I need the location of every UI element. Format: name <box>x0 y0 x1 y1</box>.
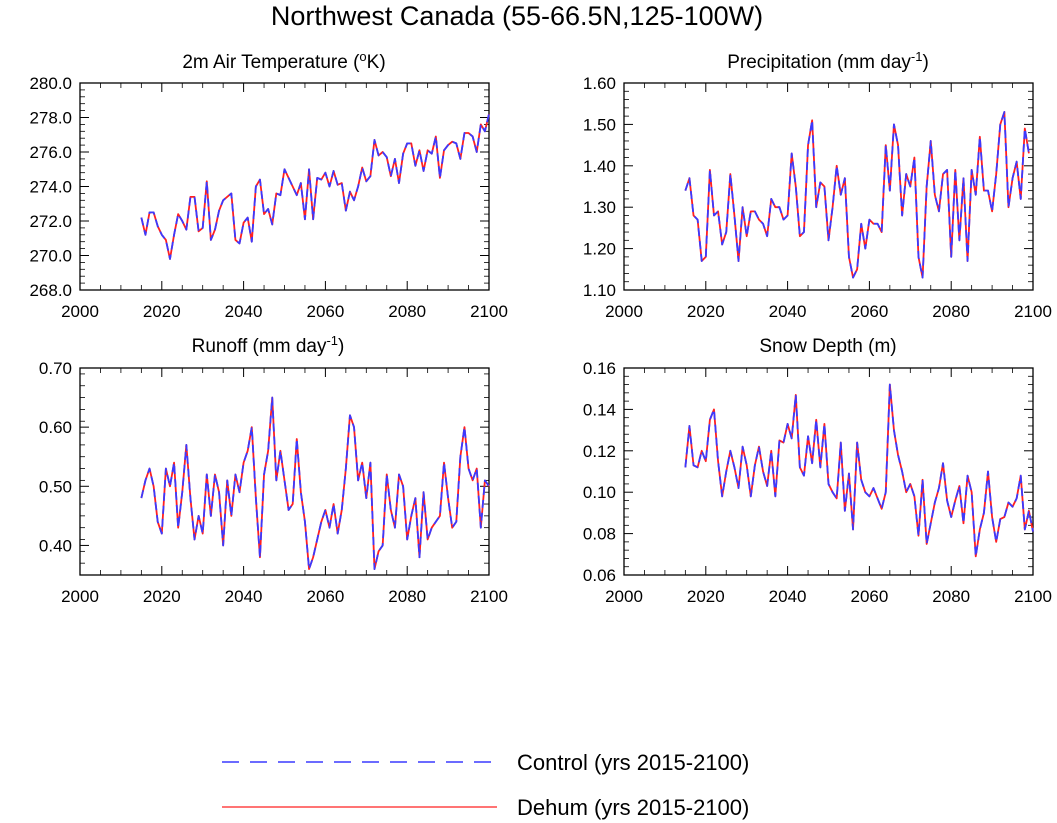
legend: Control (yrs 2015-2100) Dehum (yrs 2015-… <box>222 750 749 820</box>
x-tick-label: 2080 <box>932 587 970 606</box>
panel-title: Snow Depth (m) <box>759 336 896 357</box>
panel-runoff: Runoff (mm day-1) 2000 2020 2040 2060 2080 210… <box>39 333 508 606</box>
y-tick-label: 0.14 <box>583 400 616 419</box>
y-tick-label: 0.12 <box>583 442 616 461</box>
series-line-dehum <box>684 383 1034 558</box>
y-tick-label: 1.40 <box>583 157 616 176</box>
x-tick-label: 2080 <box>932 302 970 321</box>
x-tick-label: 2080 <box>388 587 426 606</box>
panel-title: Runoff (mm day-1) <box>192 333 345 357</box>
panel-title-suffix: ) <box>338 336 344 357</box>
x-tick-label: 2100 <box>1014 302 1052 321</box>
y-tick-label: 0.60 <box>39 418 72 437</box>
y-tick-label: 1.50 <box>583 115 616 134</box>
y-tick-label: 0.10 <box>583 483 616 502</box>
panel-snow-depth: Snow Depth (m) 2000 2020 2040 2060 2080 2100 0.… <box>583 336 1052 606</box>
y-tick-label: 0.70 <box>39 359 72 378</box>
panel-title-suffix: ) <box>922 52 928 73</box>
y-tick-label: 0.08 <box>583 525 616 544</box>
y-tick-label: 0.50 <box>39 477 72 496</box>
x-tick-label: 2060 <box>306 587 344 606</box>
series-line-control <box>684 111 1030 279</box>
x-tick-label: 2020 <box>143 302 181 321</box>
y-tick-label: 0.16 <box>583 359 616 378</box>
y-tick-label: 1.20 <box>583 240 616 259</box>
x-tick-label: 2100 <box>470 587 508 606</box>
y-tick-label: 278.0 <box>29 109 72 128</box>
x-tick-label: 2040 <box>225 302 263 321</box>
y-tick-label: 1.10 <box>583 281 616 300</box>
plot-frame <box>79 367 490 576</box>
x-tick-label: 2040 <box>225 587 263 606</box>
legend-label-dehum: Dehum (yrs 2015-2100) <box>517 795 749 820</box>
x-tick-label: 2080 <box>388 302 426 321</box>
series-line-control <box>140 113 490 260</box>
x-tick-label: 2000 <box>61 302 99 321</box>
plot-frame <box>79 82 490 291</box>
panel-air-temperature: 2m Air Temperature (oK) 2000 2020 2040 2060 2… <box>29 49 507 321</box>
y-tick-label: 270.0 <box>29 247 72 266</box>
y-tick-label: 272.0 <box>29 212 72 231</box>
x-tick-label: 2020 <box>143 587 181 606</box>
panel-title-superscript: o <box>359 49 366 64</box>
x-tick-label: 2060 <box>850 587 888 606</box>
series-line-dehum <box>140 396 490 570</box>
x-tick-label: 2020 <box>687 302 725 321</box>
panel-precipitation: Precipitation (mm day-1) 2000 2020 2040 2060… <box>583 49 1052 321</box>
x-tick-label: 2060 <box>850 302 888 321</box>
x-tick-label: 2040 <box>769 587 807 606</box>
y-tick-label: 1.60 <box>583 74 616 93</box>
x-tick-label: 2100 <box>1014 587 1052 606</box>
x-tick-label: 2100 <box>470 302 508 321</box>
y-tick-label: 276.0 <box>29 143 72 162</box>
x-tick-label: 2000 <box>605 302 643 321</box>
panel-title: 2m Air Temperature (oK) <box>182 49 385 73</box>
y-tick-label: 0.40 <box>39 536 72 555</box>
x-tick-label: 2040 <box>769 302 807 321</box>
y-tick-label: 1.30 <box>583 198 616 217</box>
y-tick-label: 268.0 <box>29 281 72 300</box>
series-line-dehum <box>684 111 1030 279</box>
y-tick-label: 0.06 <box>583 566 616 585</box>
y-tick-label: 274.0 <box>29 178 72 197</box>
panel-title: Precipitation (mm day-1) <box>727 49 929 73</box>
series-line-dehum <box>140 113 490 260</box>
panel-title-superscript: -1 <box>326 333 338 348</box>
y-tick-label: 280.0 <box>29 74 72 93</box>
x-tick-label: 2020 <box>687 587 725 606</box>
x-tick-label: 2060 <box>306 302 344 321</box>
x-tick-label: 2000 <box>605 587 643 606</box>
series-line-control <box>140 396 490 570</box>
legend-label-control: Control (yrs 2015-2100) <box>517 750 749 775</box>
series-line-control <box>684 383 1034 558</box>
panel-title-superscript: -1 <box>911 49 923 64</box>
figure-title: Northwest Canada (55-66.5N,125-100W) <box>271 1 763 31</box>
x-tick-label: 2000 <box>61 587 99 606</box>
panel-title-suffix: K) <box>367 52 386 73</box>
